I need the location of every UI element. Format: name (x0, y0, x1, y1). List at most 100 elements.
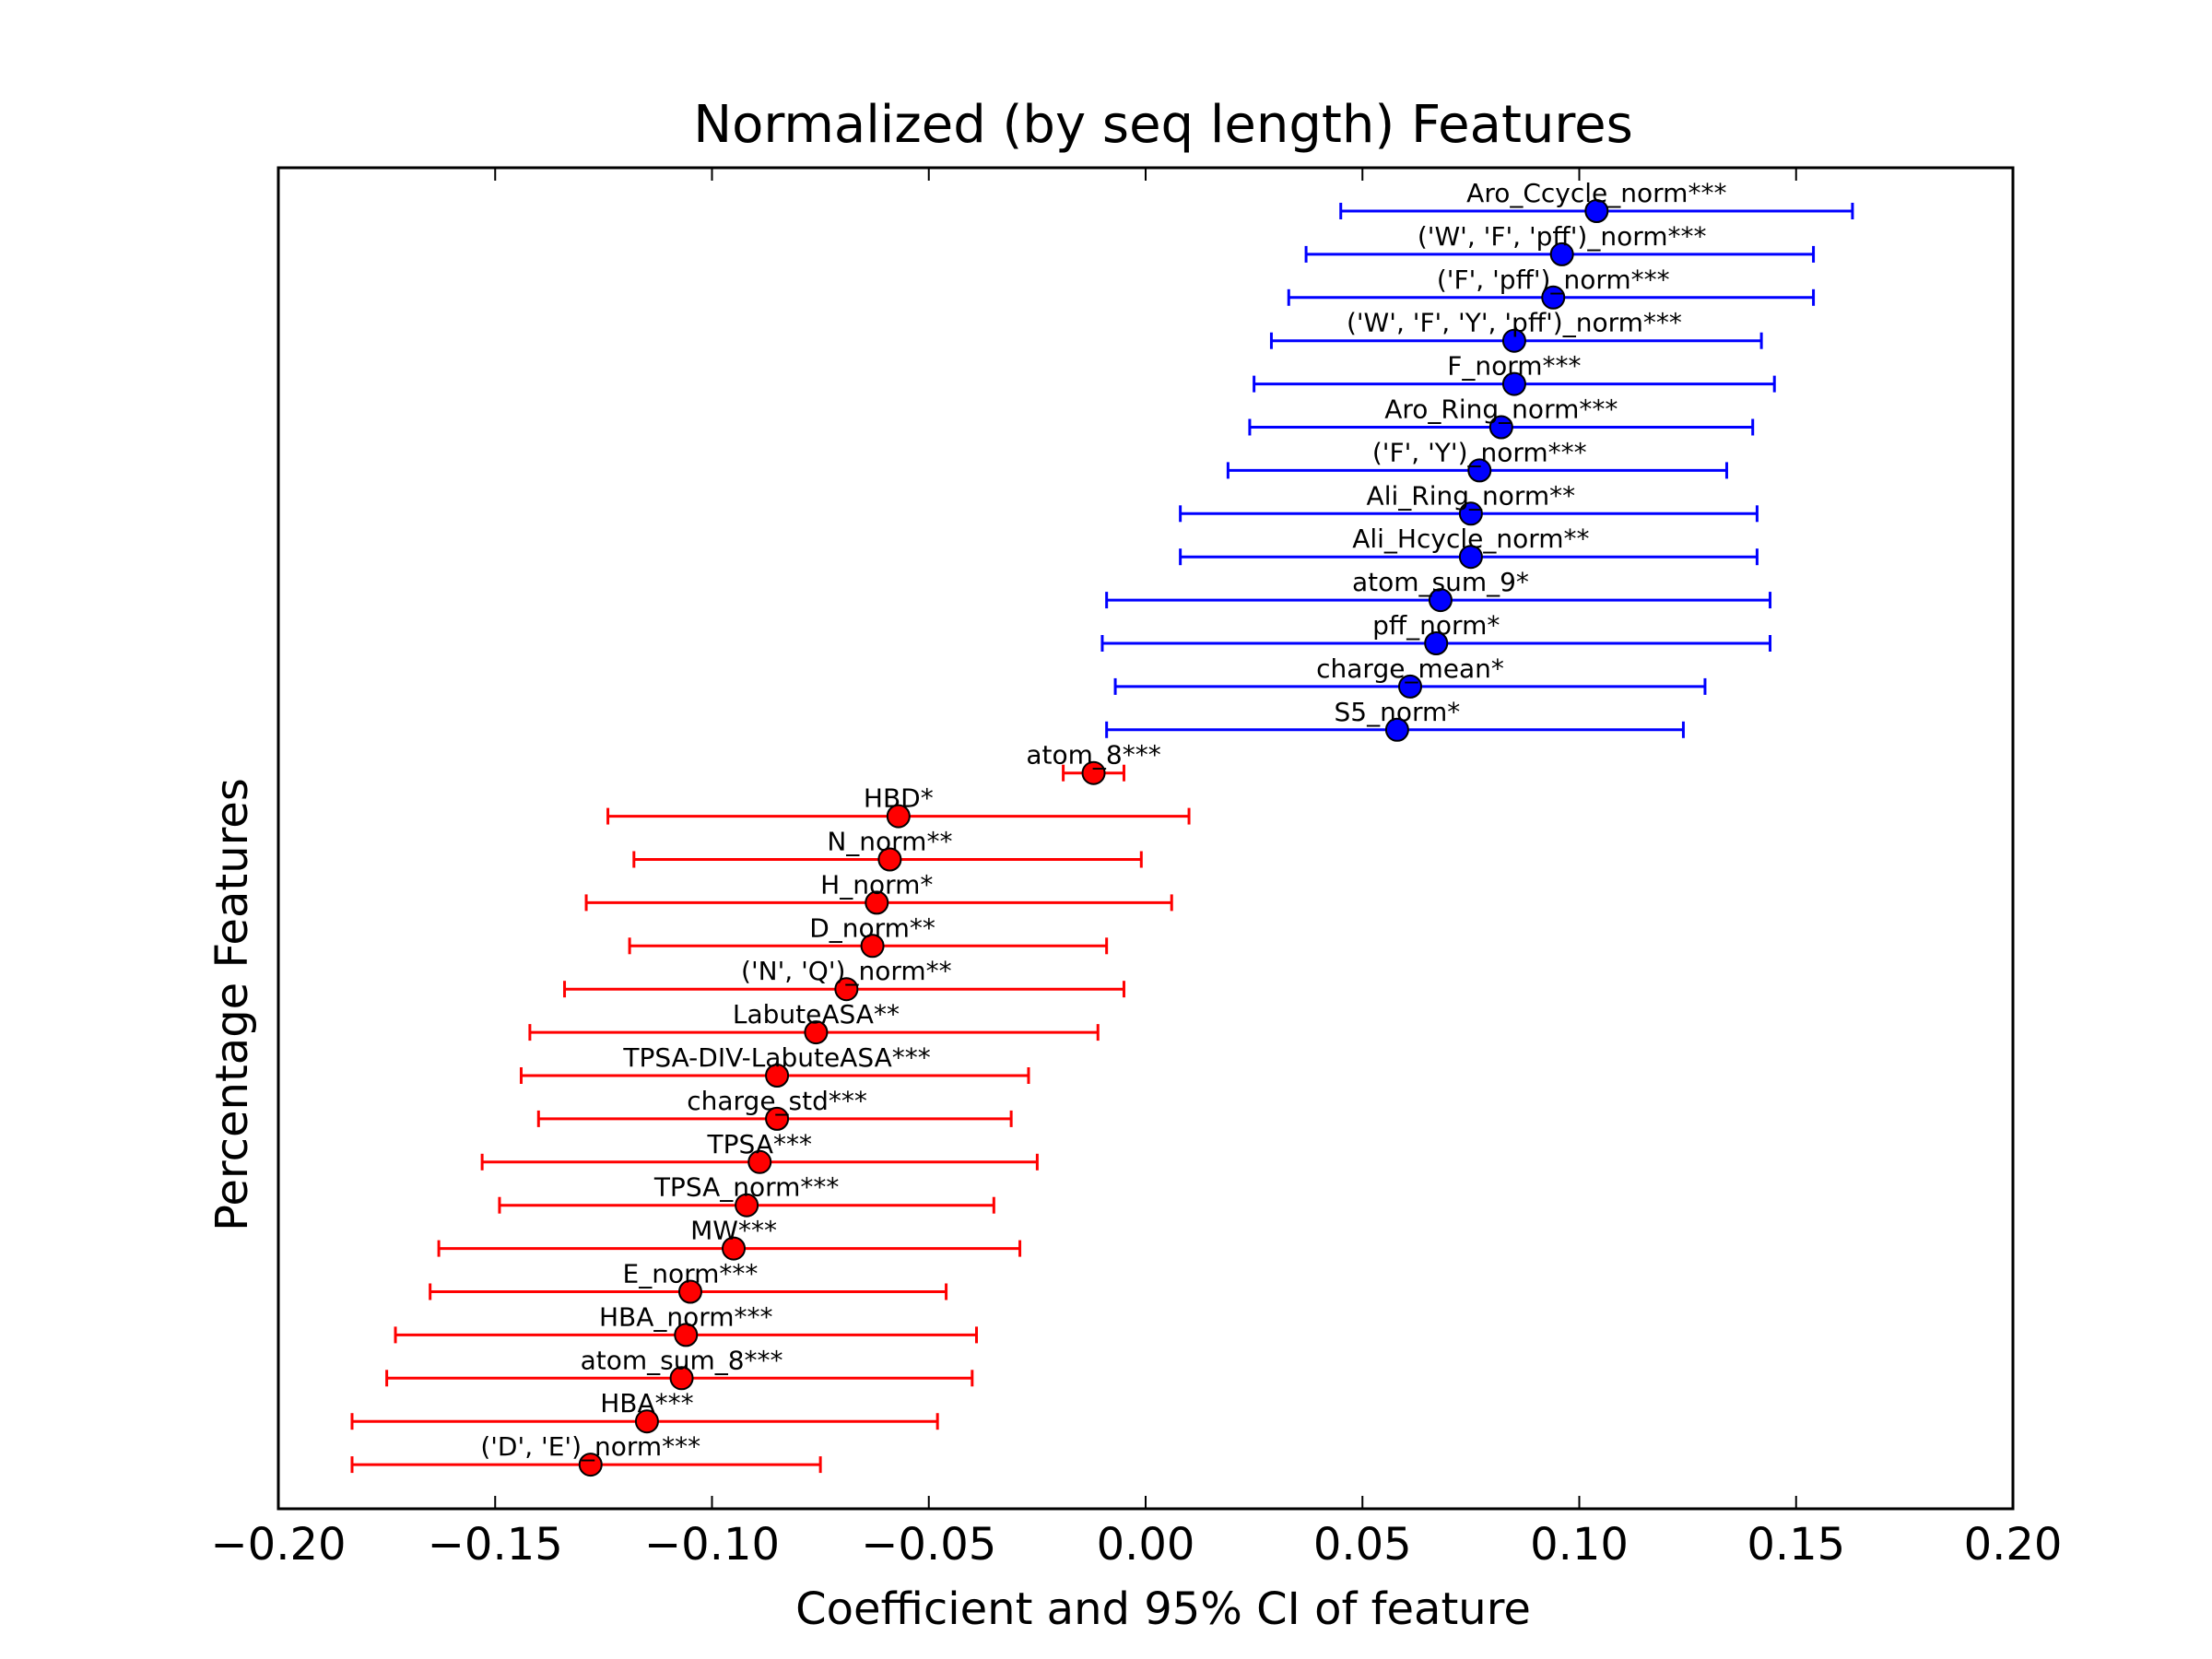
feature-row: N_norm** (632, 827, 1143, 872)
coefficient-point (1501, 328, 1526, 353)
feature-row: D_norm** (628, 912, 1109, 959)
coefficient-point (860, 934, 885, 959)
coefficient-point (634, 1409, 659, 1434)
coefficient-point (1488, 415, 1513, 440)
x-tick-label: −0.10 (644, 1519, 780, 1571)
feature-row: atom_sum_9* (1105, 567, 1772, 613)
feature-row: pff_norm* (1100, 610, 1772, 655)
feature-row: H_norm* (584, 869, 1173, 915)
coefficient-point (1458, 501, 1483, 526)
feature-row: atom_sum_8*** (385, 1345, 974, 1391)
feature-label: HBA_norm*** (599, 1301, 773, 1332)
feature-row: HBD* (606, 783, 1191, 829)
feature-label: ('W', 'F', 'Y', 'pff')_norm*** (1347, 308, 1682, 338)
coefficient-point (886, 804, 911, 829)
x-tick-label: 0.15 (1747, 1519, 1845, 1571)
coefficient-point (804, 1020, 829, 1045)
feature-label: LabuteASA** (733, 999, 900, 1030)
x-tick-label: −0.05 (861, 1519, 996, 1571)
chart-title: Normalized (by seq length) Features (693, 95, 1633, 155)
coefficient-point (1541, 285, 1566, 310)
feature-label: atom_8*** (1026, 740, 1160, 771)
feature-label: TPSA_norm*** (653, 1172, 840, 1203)
feature-label: E_norm*** (623, 1259, 759, 1289)
feature-label: Ali_Hcycle_norm** (1352, 524, 1589, 554)
coefficient-point (877, 847, 902, 872)
feature-label: MW*** (690, 1216, 777, 1246)
feature-label: Aro_Ccycle_norm*** (1466, 178, 1726, 208)
feature-row: ('F', 'Y')_norm*** (1226, 437, 1728, 483)
feature-label: Aro_Ring_norm*** (1384, 394, 1618, 425)
feature-row: charge_mean* (1113, 653, 1707, 699)
feature-label: N_norm** (827, 827, 952, 857)
coefficient-point (1384, 717, 1409, 742)
feature-label: charge_std*** (687, 1086, 867, 1116)
x-tick-label: 0.00 (1097, 1519, 1195, 1571)
feature-label: F_norm*** (1447, 351, 1581, 382)
coefficient-point (865, 890, 889, 915)
coefficient-point (1424, 631, 1449, 655)
feature-row: MW*** (437, 1216, 1022, 1261)
x-axis-label: Coefficient and 95% CI of feature (795, 1583, 1531, 1635)
x-tick-label: 0.05 (1313, 1519, 1412, 1571)
feature-row: ('F', 'pff')_norm*** (1287, 265, 1816, 310)
coefficient-point (1081, 760, 1106, 785)
x-tick-label: −0.20 (210, 1519, 346, 1571)
coefficient-point (765, 1106, 790, 1131)
x-axis: −0.20 −0.15 −0.10 −0.05 0.00 0.05 0.10 0.15 0.20 (210, 168, 2062, 1571)
feature-row: ('N', 'Q')_norm** (563, 956, 1125, 1002)
x-tick-label: 0.20 (1964, 1519, 2063, 1571)
coefficient-point (1584, 199, 1609, 223)
coefficient-point (834, 977, 859, 1002)
feature-row: atom_8*** (1026, 740, 1161, 785)
coefficient-point (1398, 674, 1423, 699)
coefficient-point (1501, 371, 1526, 396)
feature-row: ('W', 'F', 'pff')_norm*** (1304, 221, 1816, 266)
feature-label: TPSA*** (707, 1129, 812, 1159)
feature-row: S5_norm* (1105, 697, 1685, 742)
feature-row: TPSA*** (480, 1129, 1039, 1174)
feature-label: S5_norm* (1335, 697, 1461, 727)
y-axis-label: Percentage Features (206, 778, 258, 1231)
feature-label: ('F', 'pff')_norm*** (1437, 265, 1670, 295)
feature-row: TPSA-DIV-LabuteASA*** (519, 1042, 1030, 1088)
feature-label: ('F', 'Y')_norm*** (1372, 437, 1587, 467)
x-tick-label: 0.10 (1530, 1519, 1629, 1571)
x-tick-label: −0.15 (428, 1519, 563, 1571)
coefficient-point (765, 1064, 790, 1088)
coefficient-point (722, 1236, 747, 1261)
feature-label: TPSA-DIV-LabuteASA*** (622, 1042, 930, 1073)
coefficient-point (1428, 588, 1453, 613)
feature-row: TPSA_norm*** (498, 1172, 995, 1218)
feature-label: pff_norm* (1372, 610, 1500, 641)
feature-label: D_norm** (809, 912, 935, 943)
feature-row: Ali_Ring_norm** (1179, 480, 1759, 526)
feature-label: ('W', 'F', 'pff')_norm*** (1418, 221, 1707, 252)
feature-label: atom_sum_8*** (581, 1345, 783, 1375)
feature-row: Ali_Hcycle_norm** (1179, 524, 1759, 570)
coefficient-point (677, 1279, 702, 1304)
feature-label: HBA*** (600, 1388, 693, 1418)
feature-label: atom_sum_9* (1352, 567, 1529, 597)
feature-label: Ali_Ring_norm** (1367, 480, 1576, 511)
coefficient-point (1458, 545, 1483, 570)
feature-label: charge_mean* (1316, 653, 1504, 684)
feature-label: ('N', 'Q')_norm** (741, 956, 952, 986)
feature-label: ('D', 'E')_norm*** (480, 1431, 700, 1462)
plot-frame (276, 166, 2015, 1511)
feature-row: ('W', 'F', 'Y', 'pff')_norm*** (1269, 308, 1763, 353)
coefficient-point (747, 1149, 772, 1174)
feature-row: charge_std*** (536, 1086, 1013, 1131)
feature-label: H_norm* (820, 869, 933, 900)
coefficient-point (669, 1366, 694, 1391)
feature-row: Aro_Ccycle_norm*** (1339, 178, 1854, 223)
coefficient-point (735, 1193, 759, 1218)
feature-label: HBD* (864, 783, 934, 814)
coefficient-point (674, 1323, 699, 1347)
coefficient-point (1549, 241, 1574, 266)
feature-row: Aro_Ring_norm*** (1248, 394, 1755, 440)
coefficient-point (1467, 458, 1492, 483)
feature-row: ('D', 'E')_norm*** (350, 1431, 822, 1477)
